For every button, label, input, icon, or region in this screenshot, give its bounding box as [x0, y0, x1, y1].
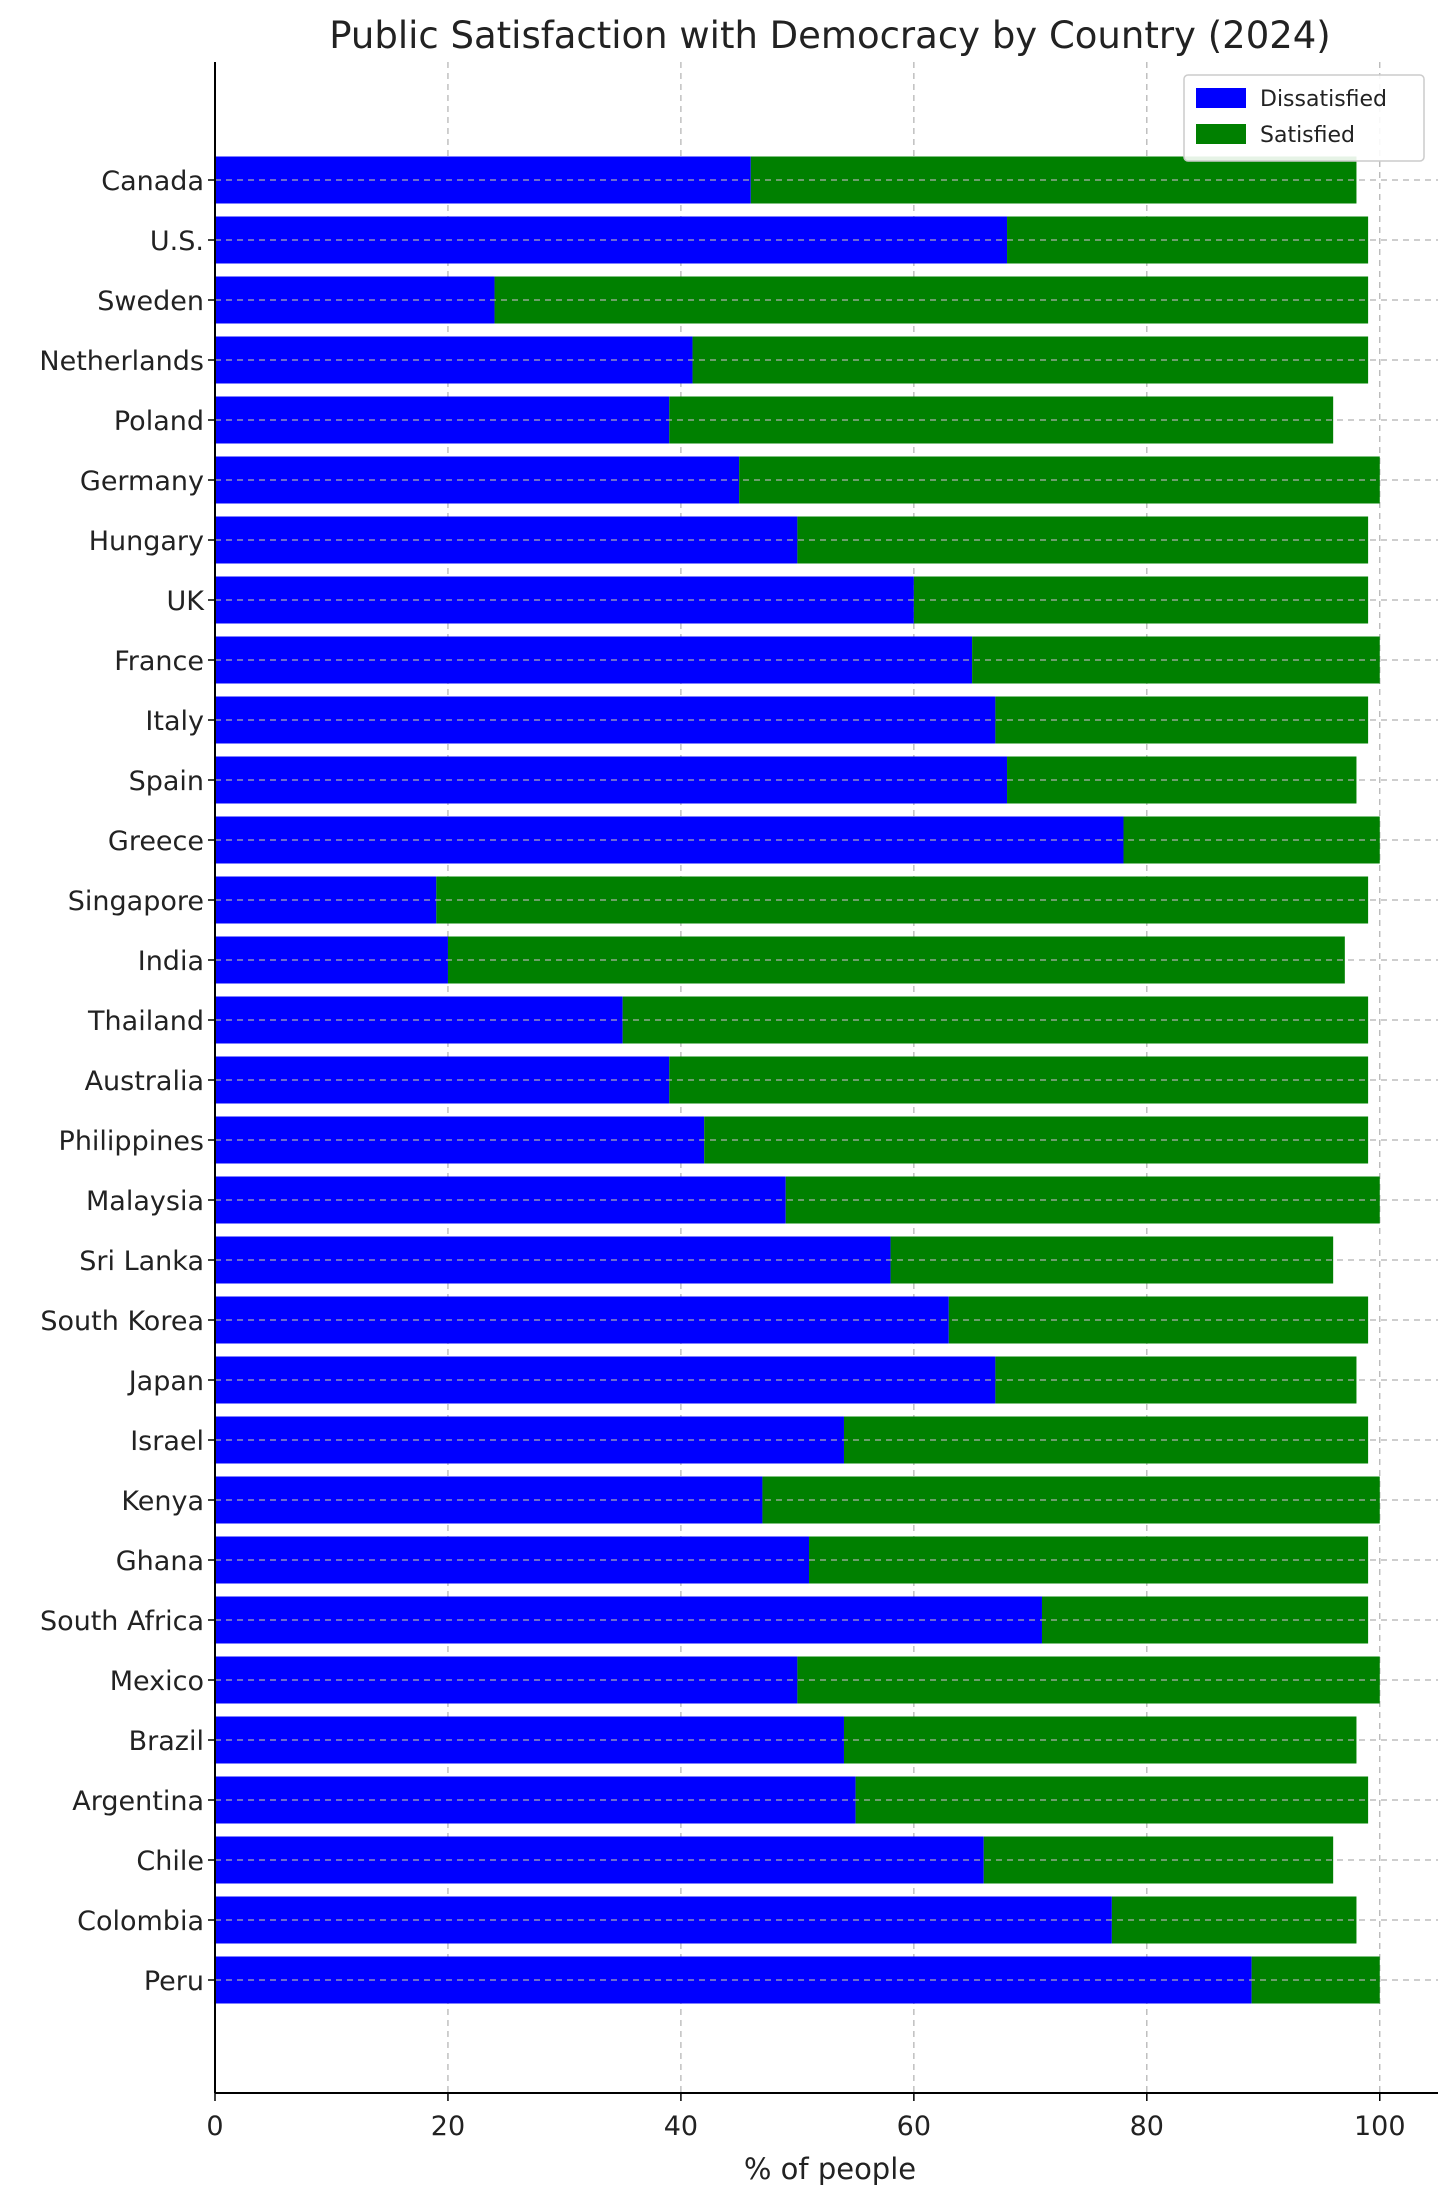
legend-label-satisfied: Satisfied [1260, 123, 1355, 148]
ticks-layer: Canada U.S. Sweden Netherlands Poland Germany… [39, 166, 1405, 2142]
x-tick-label: 40 [664, 2111, 698, 2142]
legend-label-dissatisfied: Dissatisfied [1260, 87, 1387, 112]
y-tick-label: Kenya [121, 1486, 204, 1517]
x-tick-label: 20 [431, 2111, 465, 2142]
y-tick-label: Thailand [87, 1006, 204, 1037]
y-tick-label: UK [167, 586, 206, 617]
y-tick-label: Netherlands [39, 346, 204, 377]
y-tick-label: Australia [85, 1066, 204, 1097]
y-tick-label: Hungary [89, 526, 204, 557]
y-tick-label: Sri Lanka [79, 1246, 204, 1277]
y-tick-label: Singapore [68, 886, 204, 917]
y-tick-label: Malaysia [86, 1186, 204, 1217]
bar-dissatisfied-uk [215, 576, 914, 624]
y-tick-label: Brazil [129, 1726, 204, 1757]
y-tick-label: Greece [108, 826, 204, 857]
y-tick-label: South Africa [40, 1606, 204, 1637]
y-tick-label: Italy [145, 706, 204, 737]
bar-dissatisfied-sweden [215, 276, 495, 324]
y-tick-label: Germany [80, 466, 204, 497]
bar-satisfied-malaysia [785, 1176, 1380, 1224]
y-tick-label: Mexico [110, 1666, 204, 1697]
y-tick-label: Argentina [72, 1786, 204, 1817]
x-tick-label: 60 [897, 2111, 931, 2142]
y-tick-label: Peru [144, 1966, 204, 1997]
x-tick-label: 100 [1354, 2111, 1406, 2142]
bar-dissatisfied-brazil [215, 1716, 844, 1764]
y-tick-label: Philippines [59, 1126, 204, 1157]
y-tick-label: Sweden [97, 286, 204, 317]
legend: Dissatisfied Satisfied [1183, 74, 1425, 162]
x-tick-label: 80 [1130, 2111, 1164, 2142]
bar-satisfied-chile [983, 1836, 1334, 1884]
y-tick-label: Poland [114, 406, 204, 437]
bars-layer [215, 156, 1438, 2004]
legend-swatch-dissatisfied [1196, 88, 1246, 108]
bar-dissatisfied-israel [215, 1416, 844, 1464]
axes-layer [214, 62, 1438, 2094]
y-tick-label: France [114, 646, 204, 677]
y-tick-label: Ghana [116, 1546, 204, 1577]
x-axis-label: % of people [744, 2152, 916, 2186]
y-tick-label: Colombia [77, 1906, 204, 1937]
chart-title: Public Satisfaction with Democracy by Co… [329, 14, 1331, 57]
y-tick-label: South Korea [40, 1306, 204, 1337]
y-tick-label: U.S. [150, 226, 204, 257]
x-tick-label: 0 [206, 2111, 223, 2142]
y-tick-label: Spain [129, 766, 204, 797]
y-tick-label: India [138, 946, 204, 977]
y-tick-label: Chile [136, 1846, 204, 1877]
y-tick-label: Japan [127, 1366, 204, 1397]
legend-swatch-satisfied [1196, 124, 1246, 144]
y-tick-label: Canada [101, 166, 204, 197]
y-tick-label: Israel [130, 1426, 204, 1457]
bar-dissatisfied-colombia [215, 1896, 1112, 1944]
bar-dissatisfied-germany [215, 456, 740, 504]
